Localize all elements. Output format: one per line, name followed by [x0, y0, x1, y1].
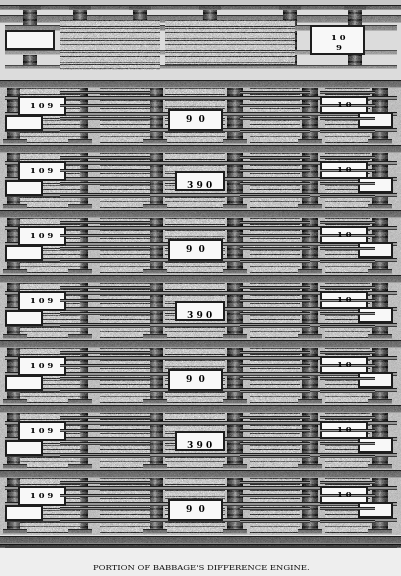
Text: 1 0: 1 0 — [330, 34, 344, 42]
Text: 9  0: 9 0 — [185, 376, 204, 385]
Text: 9  0: 9 0 — [185, 116, 204, 124]
Text: 1 0 9: 1 0 9 — [30, 232, 53, 240]
Text: 1 0: 1 0 — [336, 231, 350, 239]
Text: 9  0: 9 0 — [185, 245, 204, 255]
Text: 1 0: 1 0 — [336, 426, 350, 434]
Text: 1 0 9: 1 0 9 — [30, 102, 53, 110]
Text: 1 0: 1 0 — [336, 166, 350, 174]
Text: 3 9 0: 3 9 0 — [187, 180, 212, 190]
Text: 1 0: 1 0 — [336, 101, 350, 109]
Text: 3 9 0: 3 9 0 — [187, 441, 212, 449]
Text: 1 0: 1 0 — [336, 361, 350, 369]
Text: 1 0 9: 1 0 9 — [30, 167, 53, 175]
Text: 9  0: 9 0 — [185, 506, 204, 514]
Text: PORTION OF BABBAGE'S DIFFERENCE ENGINE.: PORTION OF BABBAGE'S DIFFERENCE ENGINE. — [93, 564, 308, 572]
Text: 1 0: 1 0 — [336, 296, 350, 304]
Text: 1 0 9: 1 0 9 — [30, 427, 53, 435]
Text: 1 0 9: 1 0 9 — [30, 297, 53, 305]
Text: 1 0 9: 1 0 9 — [30, 362, 53, 370]
Text: 9: 9 — [334, 44, 340, 52]
Text: 1 0: 1 0 — [336, 491, 350, 499]
Text: 1 0 9: 1 0 9 — [30, 492, 53, 500]
Text: 3 9 0: 3 9 0 — [187, 310, 212, 320]
